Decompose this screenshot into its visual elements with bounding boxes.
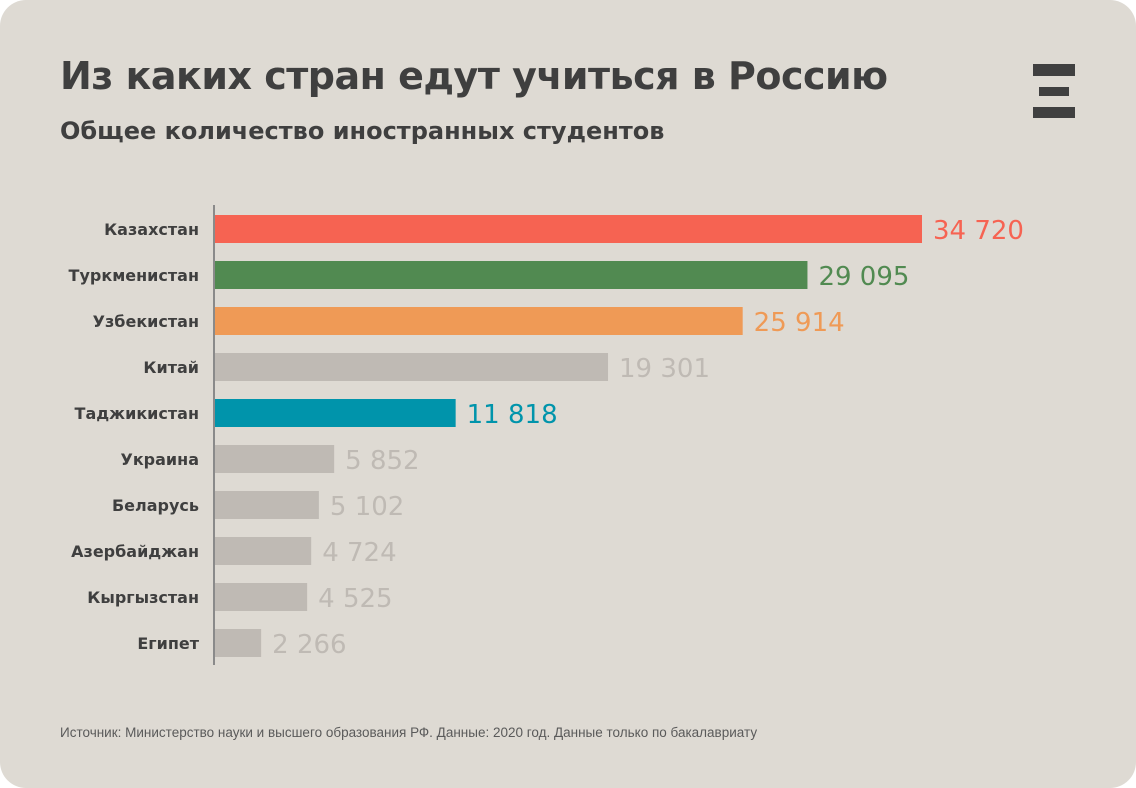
category-label: Китай xyxy=(143,358,199,377)
bar xyxy=(215,353,609,381)
value-label: 25 914 xyxy=(754,308,845,338)
category-label: Украина xyxy=(120,450,199,469)
category-label: Туркменистан xyxy=(69,266,199,285)
category-label: Таджикистан xyxy=(75,404,199,423)
category-label: Узбекистан xyxy=(93,312,199,331)
category-label: Египет xyxy=(137,634,199,653)
bar xyxy=(215,629,262,657)
bar xyxy=(215,583,308,611)
value-label: 4 724 xyxy=(322,538,396,568)
bar xyxy=(215,261,808,289)
value-label: 34 720 xyxy=(933,216,1024,246)
value-label: 4 525 xyxy=(318,584,392,614)
category-label: Беларусь xyxy=(112,496,199,515)
bar xyxy=(215,491,319,519)
bar xyxy=(215,215,922,243)
category-label: Кыргызстан xyxy=(87,588,199,607)
value-label: 19 301 xyxy=(619,354,710,384)
value-label: 29 095 xyxy=(818,262,909,292)
category-label: Азербайджан xyxy=(71,542,199,561)
chart-title: Из каких стран едут учиться в Россию xyxy=(60,54,888,98)
bar xyxy=(215,537,312,565)
bar xyxy=(215,307,743,335)
category-label: Казахстан xyxy=(104,220,199,239)
bar xyxy=(215,445,335,473)
source-note: Источник: Министерство науки и высшего о… xyxy=(60,725,758,740)
value-label: 5 102 xyxy=(330,492,404,522)
value-label: 2 266 xyxy=(272,630,346,660)
bar xyxy=(215,399,456,427)
chart-subtitle: Общее количество иностранных студентов xyxy=(60,117,665,145)
value-label: 11 818 xyxy=(467,400,558,430)
value-label: 5 852 xyxy=(345,446,419,476)
